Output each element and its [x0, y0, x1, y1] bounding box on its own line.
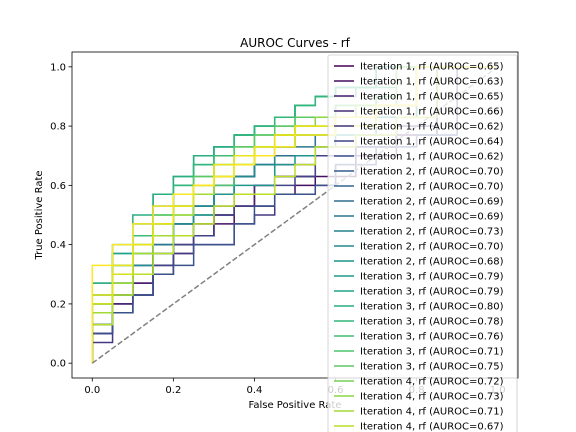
y-tick-label: 0.4 — [50, 240, 66, 251]
legend-label: Iteration 4, rf (AUROC=0.72) — [360, 377, 504, 388]
y-tick-label: 0.2 — [50, 299, 66, 310]
legend-label: Iteration 2, rf (AUROC=0.70) — [360, 167, 504, 178]
legend-label: Iteration 1, rf (AUROC=0.62) — [360, 152, 504, 163]
legend-label: Iteration 3, rf (AUROC=0.71) — [360, 347, 504, 358]
chance-diagonal-line — [91, 66, 499, 364]
legend-label: Iteration 1, rf (AUROC=0.65) — [360, 92, 504, 103]
y-axis-ticks: 0.0 0.2 0.4 0.6 0.8 1.0 — [50, 62, 72, 370]
legend-label: Iteration 4, rf (AUROC=0.71) — [360, 407, 504, 418]
x-axis-label: False Positive Rate — [249, 400, 342, 411]
x-tick-label: 0.4 — [247, 385, 263, 396]
legend-label: Iteration 3, rf (AUROC=0.79) — [360, 272, 504, 283]
y-tick-label: 0.8 — [50, 122, 66, 133]
legend-label: Iteration 4, rf (AUROC=0.73) — [360, 392, 504, 403]
y-tick-label: 0.0 — [50, 359, 66, 370]
legend-label: Iteration 2, rf (AUROC=0.70) — [360, 242, 504, 253]
legend-label: Iteration 3, rf (AUROC=0.80) — [360, 302, 504, 313]
legend-label: Iteration 1, rf (AUROC=0.62) — [360, 122, 504, 133]
legend-label: Iteration 1, rf (AUROC=0.64) — [360, 137, 504, 148]
legend-label: Iteration 2, rf (AUROC=0.73) — [360, 227, 504, 238]
y-axis-label: True Positive Rate — [34, 170, 45, 260]
legend-label: Iteration 3, rf (AUROC=0.75) — [360, 362, 504, 373]
x-tick-label: 0.2 — [165, 385, 181, 396]
legend-items: Iteration 1, rf (AUROC=0.65) Iteration 1,… — [334, 62, 504, 432]
legend-label: Iteration 1, rf (AUROC=0.63) — [360, 77, 504, 88]
legend: Iteration 1, rf (AUROC=0.65) Iteration 1,… — [327, 54, 518, 432]
legend-box — [327, 54, 518, 432]
legend-label: Iteration 2, rf (AUROC=0.69) — [360, 197, 504, 208]
legend-label: Iteration 3, rf (AUROC=0.79) — [360, 287, 504, 298]
legend-label: Iteration 3, rf (AUROC=0.78) — [360, 317, 504, 328]
legend-label: Iteration 2, rf (AUROC=0.70) — [360, 182, 504, 193]
x-tick-label: 0.0 — [84, 385, 100, 396]
legend-label: Iteration 2, rf (AUROC=0.68) — [360, 257, 504, 268]
chart-title: AUROC Curves - rf — [240, 36, 351, 50]
legend-label: Iteration 2, rf (AUROC=0.69) — [360, 212, 504, 223]
legend-label: Iteration 1, rf (AUROC=0.66) — [360, 107, 504, 118]
y-tick-label: 0.6 — [50, 181, 66, 192]
y-tick-label: 1.0 — [50, 62, 66, 73]
legend-label: Iteration 3, rf (AUROC=0.76) — [360, 332, 504, 343]
legend-label: Iteration 1, rf (AUROC=0.65) — [360, 62, 504, 73]
legend-label: Iteration 4, rf (AUROC=0.67) — [360, 422, 504, 432]
